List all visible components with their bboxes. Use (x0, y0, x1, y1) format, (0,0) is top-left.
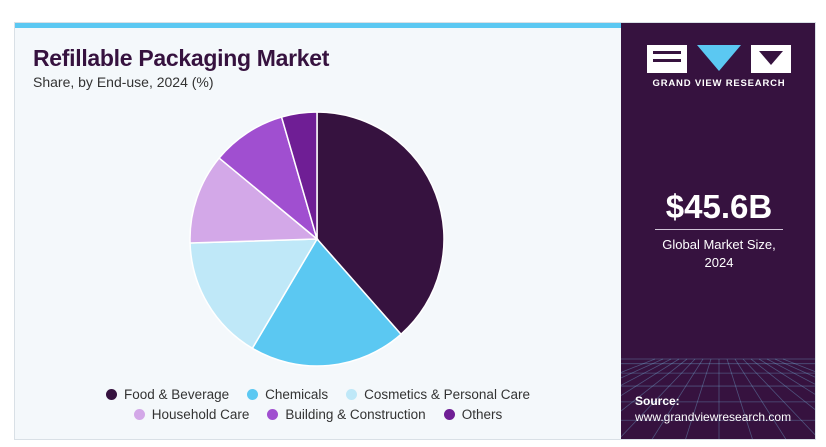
legend-swatch (346, 389, 358, 400)
perspective-grid-decoration (621, 358, 815, 439)
source-link[interactable]: www.grandviewresearch.com (635, 410, 792, 424)
pie-slice-others (280, 111, 318, 240)
legend-item: Cosmetics & Personal Care (346, 387, 530, 402)
legend-item: Food & Beverage (106, 387, 229, 402)
legend-label: Chemicals (265, 387, 329, 402)
pie-slice-household-care (189, 156, 320, 244)
legend-row: Food & Beverage Chemicals Cosmetics & Pers… (15, 387, 621, 402)
divider (655, 229, 783, 230)
source-label: Source: (635, 394, 680, 408)
legend-item: Chemicals (247, 387, 328, 402)
legend-row: Household Care Building & Construction Oth… (15, 407, 621, 422)
legend-label: Food & Beverage (124, 387, 230, 402)
legend-label: Building & Construction (285, 407, 426, 422)
pie-slice-food-beverage (316, 111, 445, 336)
accent-bar (15, 23, 621, 28)
legend-item: Building & Construction (267, 407, 426, 422)
legend-swatch (443, 409, 455, 420)
market-size-label-line2: 2024 (704, 255, 734, 270)
pie-chart (189, 111, 445, 367)
legend-label: Household Care (151, 407, 250, 422)
legend-label: Cosmetics & Personal Care (364, 387, 530, 402)
pie-slice-chemicals (251, 237, 403, 367)
market-size-label-line1: Global Market Size, (662, 237, 776, 252)
summary-panel: GRAND VIEW RESEARCH $45.6B Global Market… (621, 23, 815, 439)
legend-item: Household Care (133, 407, 250, 422)
legend-item: Others (443, 407, 503, 422)
market-size-label: Global Market Size, 2024 (621, 236, 815, 272)
brand-name: GRAND VIEW RESEARCH (652, 78, 786, 89)
legend-label: Others (461, 407, 503, 422)
infographic-card: Refillable Packaging Market Share, by En… (14, 22, 816, 440)
legend-swatch (267, 409, 279, 420)
pie-slice-building-construction (218, 116, 319, 242)
brand-logo-icon (647, 45, 791, 73)
chart-subtitle: Share, by End-use, 2024 (%) (33, 74, 214, 90)
chart-title: Refillable Packaging Market (33, 45, 330, 71)
market-size-value: $45.6B (665, 188, 773, 225)
legend-swatch (106, 389, 118, 400)
legend-swatch (247, 389, 259, 400)
chart-legend: Food & Beverage Chemicals Cosmetics & Pers… (15, 387, 621, 427)
legend-swatch (133, 409, 145, 420)
pie-slice-cosmetics-personal-care (189, 238, 319, 350)
